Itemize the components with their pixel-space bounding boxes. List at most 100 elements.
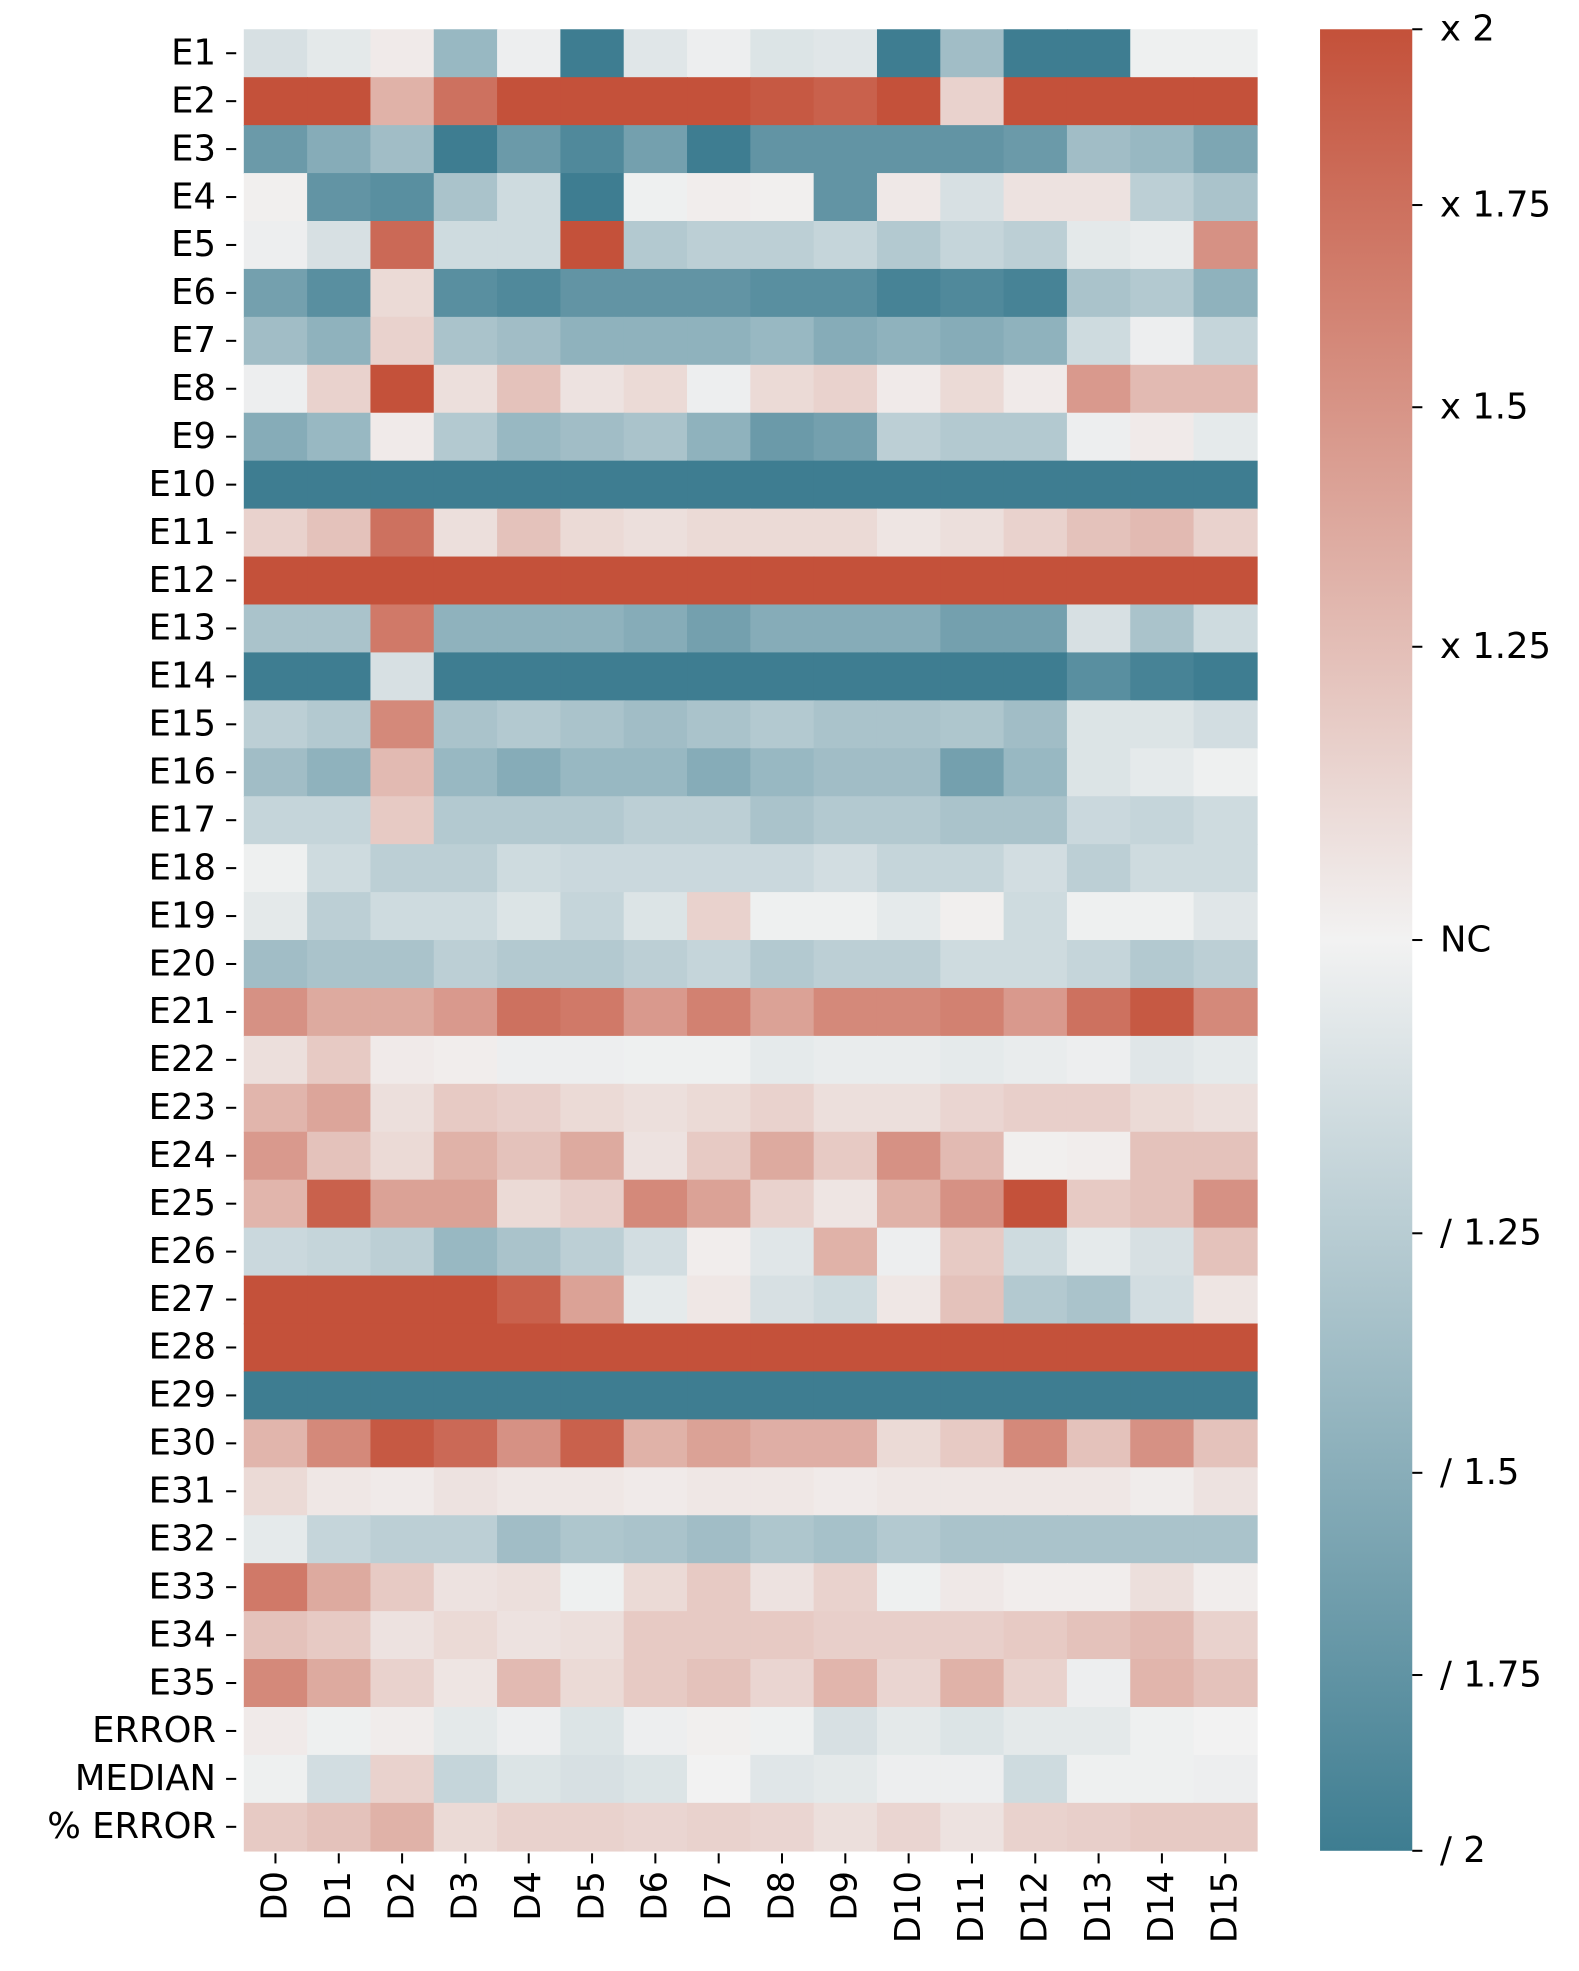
heatmap-cell: [433, 1419, 498, 1469]
heatmap-cell: [433, 652, 498, 702]
heatmap-cell: [750, 1419, 815, 1469]
heatmap-cell: [1193, 1467, 1258, 1517]
heatmap-cell: [1003, 29, 1068, 78]
heatmap-cell: [1193, 844, 1258, 893]
heatmap-cell: [1130, 125, 1195, 174]
heatmap-cell: [1066, 1706, 1132, 1756]
heatmap-cell: [813, 796, 878, 845]
heatmap-cell: [560, 125, 625, 174]
heatmap-cell: [1066, 940, 1132, 989]
heatmap-cell: [560, 412, 625, 462]
heatmap-cell: [813, 29, 878, 78]
heatmap-cell: [370, 844, 435, 893]
y-tick-label: E19: [149, 895, 216, 936]
heatmap-cell: [243, 1275, 308, 1325]
heatmap-cell: [497, 1227, 562, 1277]
heatmap-cell: [813, 844, 878, 893]
heatmap-cell: [307, 748, 372, 797]
x-tick-label: D4: [508, 1871, 549, 1921]
heatmap-cell: [560, 1131, 625, 1181]
heatmap-cell: [623, 652, 688, 702]
heatmap-cell: [243, 220, 308, 270]
heatmap-cell: [876, 460, 942, 510]
heatmap-cell: [813, 892, 878, 941]
heatmap-cell: [750, 892, 815, 941]
heatmap-cell: [687, 844, 752, 893]
heatmap-cell: [1066, 1323, 1132, 1373]
heatmap-cell: [813, 1323, 878, 1373]
heatmap-cell: [623, 940, 688, 989]
heatmap-cell: [1003, 412, 1068, 462]
y-tick-label: E13: [149, 608, 216, 649]
heatmap-cell: [750, 1131, 815, 1181]
heatmap-cell: [1193, 412, 1258, 462]
heatmap-cell: [307, 604, 372, 654]
heatmap-cell: [370, 1227, 435, 1277]
heatmap-cell: [1066, 652, 1132, 702]
heatmap-cell: [687, 29, 752, 78]
y-tick-label: E24: [149, 1135, 216, 1176]
heatmap-cell: [623, 1563, 688, 1612]
heatmap-cell: [750, 1083, 815, 1133]
heatmap-cell: [1130, 1323, 1195, 1373]
heatmap-cell: [876, 1323, 942, 1373]
x-tick-label: D10: [888, 1871, 929, 1943]
heatmap-cell: [307, 1706, 372, 1756]
heatmap-cell: [307, 220, 372, 270]
heatmap-cell: [940, 892, 1005, 941]
heatmap-cell: [307, 508, 372, 558]
heatmap-cell: [370, 508, 435, 558]
heatmap-cell: [433, 940, 498, 989]
heatmap-cell: [813, 700, 878, 750]
heatmap-cell: [876, 844, 942, 893]
heatmap-cell: [497, 412, 562, 462]
heatmap-cell: [750, 508, 815, 558]
heatmap-cell: [1130, 940, 1195, 989]
heatmap-cell: [623, 173, 688, 222]
y-tick-label: E6: [171, 272, 216, 313]
heatmap-cell: [307, 1754, 372, 1804]
heatmap-cell: [497, 1467, 562, 1517]
heatmap-cell: [307, 1323, 372, 1373]
heatmap-cell: [940, 77, 1005, 126]
heatmap-cell: [813, 987, 878, 1037]
heatmap-cell: [243, 29, 308, 78]
heatmap-cell: [1130, 1371, 1195, 1421]
heatmap-cell: [1193, 1275, 1258, 1325]
heatmap-cell: [1003, 125, 1068, 174]
heatmap-cell: [560, 604, 625, 654]
heatmap-cell: [687, 1083, 752, 1133]
heatmap-cell: [687, 1323, 752, 1373]
heatmap-cell: [1193, 125, 1258, 174]
heatmap-cell: [623, 1131, 688, 1181]
heatmap-cell: [623, 1754, 688, 1804]
heatmap-cell: [1193, 1563, 1258, 1612]
y-tick-label: E1: [171, 32, 216, 73]
heatmap-cell: [1193, 1659, 1258, 1708]
heatmap-cell: [876, 1706, 942, 1756]
x-tick-label: D5: [571, 1871, 612, 1921]
heatmap-cell: [433, 556, 498, 606]
colorbar-tick-label: / 1.25: [1440, 1213, 1542, 1254]
heatmap-cell: [1066, 1754, 1132, 1804]
heatmap-cell: [1066, 1802, 1132, 1852]
heatmap-cell: [1066, 987, 1132, 1037]
y-tick-label: E22: [149, 1039, 216, 1080]
heatmap-cell: [433, 844, 498, 893]
heatmap-cell: [1130, 1131, 1195, 1181]
heatmap-cell: [307, 316, 372, 366]
heatmap-cell: [813, 220, 878, 270]
heatmap-cell: [243, 1754, 308, 1804]
heatmap-cell: [687, 1802, 752, 1852]
heatmap-cell: [497, 940, 562, 989]
heatmap-cell: [687, 268, 752, 318]
y-tick-label: E33: [149, 1566, 216, 1607]
heatmap-cell: [813, 1131, 878, 1181]
heatmap-cell: [750, 173, 815, 222]
heatmap-cell: [1066, 1227, 1132, 1277]
heatmap-cell: [560, 1035, 625, 1085]
heatmap-cell: [876, 364, 942, 414]
heatmap-cell: [370, 1035, 435, 1085]
heatmap-cell: [876, 1754, 942, 1804]
heatmap-cell: [497, 77, 562, 126]
